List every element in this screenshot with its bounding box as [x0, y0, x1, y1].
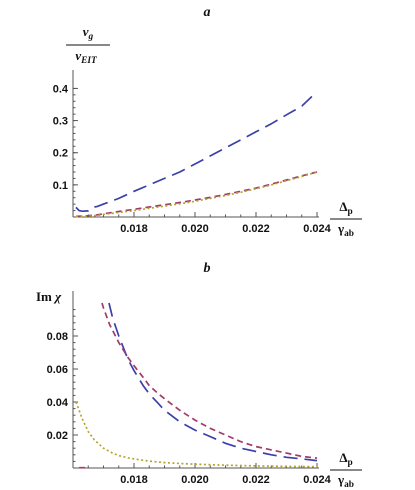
panel-b-x-label-denominator: γab: [337, 472, 354, 490]
panel-a-x-label-numerator: Δp: [339, 199, 352, 217]
panel-a-x-tick-label: 0.020: [181, 223, 209, 235]
panel-b-series-3: [75, 401, 318, 468]
panel-a-x-label-denominator: γab: [337, 221, 354, 239]
panel-a-y-tick-label: 0.4: [53, 83, 69, 95]
panel-a-title: a: [204, 5, 211, 20]
panel-a-series-3: [75, 171, 318, 218]
panel-a-series-1: [75, 90, 318, 213]
panel-b-x-label-numerator: Δp: [339, 450, 352, 468]
panel-b-series-2: [101, 302, 318, 459]
panel-a-x-tick-label: 0.022: [242, 223, 270, 235]
panel-a-y-label-denominator: vEIT: [75, 48, 98, 66]
panel-a-series-2: [75, 171, 318, 218]
panel-b-x-tick-label: 0.020: [181, 474, 209, 486]
panel-a-y-tick-label: 0.1: [53, 180, 68, 192]
panel-b-y-tick-label: 0.08: [47, 331, 68, 343]
panel-b-y-tick-label: 0.04: [47, 397, 69, 409]
panel-a-x-tick-label: 0.018: [120, 223, 148, 235]
panel-a-y-tick-label: 0.3: [53, 116, 68, 128]
panel-b-x-tick-label: 0.022: [242, 474, 270, 486]
panel-b-y-label: Im χ: [36, 289, 62, 304]
panel-a-x-tick-label: 0.024: [303, 223, 331, 235]
panel-b-y-tick-label: 0.06: [47, 364, 68, 376]
panel-a-y-tick-label: 0.2: [53, 148, 68, 160]
panel-b-series-1: [108, 302, 318, 462]
panel-a-y-label-numerator: vg: [83, 24, 94, 42]
panel-b-title: b: [204, 261, 211, 276]
panel-b-x-tick-label: 0.018: [120, 474, 148, 486]
panel-b-x-tick-label: 0.024: [303, 474, 331, 486]
panel-b-y-tick-label: 0.02: [47, 430, 68, 442]
